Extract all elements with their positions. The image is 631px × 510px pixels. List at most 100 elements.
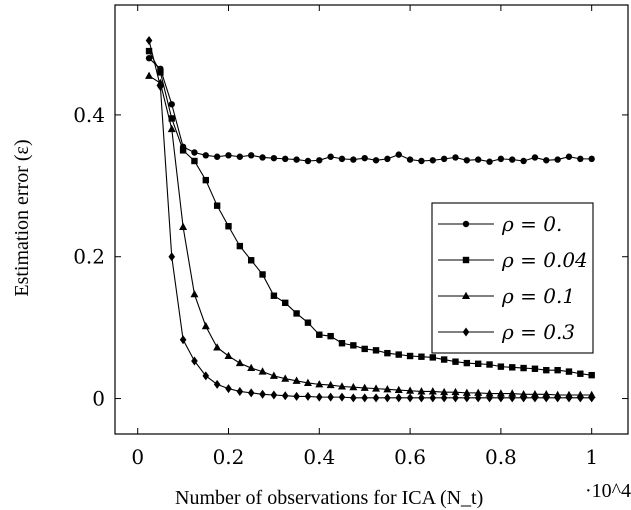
legend-item: ρ = 0.3 xyxy=(438,320,575,344)
legend-label: ρ = 0.3 xyxy=(501,320,575,344)
legend-marker xyxy=(462,256,470,264)
data-point xyxy=(201,321,210,330)
data-point xyxy=(531,393,539,403)
data-point xyxy=(395,151,402,158)
data-point xyxy=(474,156,482,163)
legend: ρ = 0. ρ = 0.04 ρ = 0.1 ρ = 0.3 xyxy=(431,202,594,354)
data-point xyxy=(225,223,232,230)
data-point xyxy=(418,393,425,403)
data-point xyxy=(167,124,176,133)
data-point xyxy=(259,389,266,399)
series-line xyxy=(148,75,592,396)
data-point xyxy=(440,356,448,363)
data-point xyxy=(520,364,527,372)
data-point xyxy=(542,393,550,403)
data-point xyxy=(315,392,323,402)
data-point xyxy=(361,154,368,162)
series-line xyxy=(148,57,592,163)
data-point xyxy=(157,69,164,76)
data-point xyxy=(236,242,244,250)
data-point xyxy=(327,153,334,160)
data-point xyxy=(543,157,550,164)
axes-layer: 0 0.2 0.4 0.6 0.8 1 0 0.2 0.4 xyxy=(73,5,628,469)
data-point xyxy=(191,157,198,165)
data-point xyxy=(157,82,164,92)
data-point xyxy=(406,352,414,360)
data-point xyxy=(395,393,403,403)
data-point xyxy=(395,351,402,358)
data-point xyxy=(247,388,255,398)
data-point xyxy=(463,157,471,164)
data-point xyxy=(361,393,368,403)
data-point xyxy=(281,391,289,401)
data-point xyxy=(565,153,573,160)
legend-marker xyxy=(462,291,470,299)
data-point xyxy=(350,156,357,163)
series-2 xyxy=(145,47,595,379)
data-point xyxy=(406,156,414,163)
data-point xyxy=(316,331,323,338)
data-point xyxy=(270,390,278,400)
data-point xyxy=(168,252,176,262)
data-point xyxy=(452,358,459,365)
data-point xyxy=(337,382,346,390)
data-point xyxy=(440,387,449,396)
data-point xyxy=(588,393,595,403)
y-axis-label: Estimation error (ε) xyxy=(11,139,33,296)
data-point xyxy=(303,378,312,386)
data-point xyxy=(145,71,154,79)
data-point xyxy=(486,158,493,165)
data-point xyxy=(486,361,493,368)
data-point xyxy=(474,388,483,396)
data-point xyxy=(247,257,255,264)
data-point xyxy=(258,367,267,375)
data-point xyxy=(384,393,391,403)
data-point xyxy=(577,370,584,377)
data-point xyxy=(508,393,516,403)
plot-frame xyxy=(114,4,629,435)
data-point xyxy=(292,376,301,384)
data-point xyxy=(281,374,290,382)
data-point xyxy=(145,35,153,45)
x-tick-label: 0.4 xyxy=(303,445,335,469)
data-point xyxy=(304,319,312,326)
data-point xyxy=(565,368,573,375)
y-tick-label: 0.4 xyxy=(73,103,105,127)
data-point xyxy=(236,386,244,396)
data-point xyxy=(406,393,414,403)
data-point xyxy=(327,332,334,340)
data-point xyxy=(452,393,459,403)
data-point xyxy=(350,393,357,403)
data-point xyxy=(259,271,266,278)
y-tick-label: 0.2 xyxy=(73,245,105,269)
data-point xyxy=(191,149,198,156)
data-point xyxy=(225,384,232,394)
x-axis-label: Number of observations for ICA (N_t) xyxy=(175,487,483,509)
x-tick-label: 0.8 xyxy=(485,445,517,469)
x-tick-label: 1 xyxy=(585,445,598,469)
data-point xyxy=(338,340,346,347)
data-point xyxy=(247,152,255,159)
plot-area xyxy=(114,4,629,435)
data-point xyxy=(531,154,539,161)
x-tick-label: 0 xyxy=(131,445,144,469)
data-point xyxy=(429,354,436,361)
data-point xyxy=(315,380,324,388)
data-point xyxy=(384,155,391,163)
data-point xyxy=(361,345,368,353)
data-point xyxy=(474,360,482,367)
data-point xyxy=(349,382,358,391)
data-point xyxy=(225,152,232,159)
data-point xyxy=(179,147,187,154)
data-point xyxy=(577,155,584,163)
data-point xyxy=(418,157,425,165)
data-point xyxy=(293,156,300,163)
series-4 xyxy=(145,35,595,403)
data-point xyxy=(269,371,278,379)
data-point xyxy=(327,392,334,402)
x-axis-scale-label: ·10^4 xyxy=(585,480,631,502)
data-point xyxy=(202,152,209,159)
data-point xyxy=(259,154,266,161)
data-point xyxy=(497,155,505,163)
data-point xyxy=(520,393,527,403)
